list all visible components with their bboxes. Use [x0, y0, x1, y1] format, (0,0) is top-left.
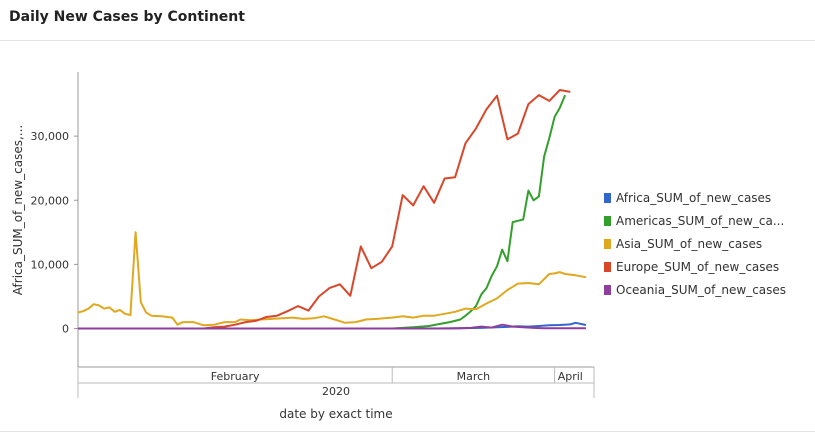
legend-item[interactable]: Europe_SUM_of_new_cases	[616, 260, 779, 274]
x-axis: February March April 2020	[77, 366, 595, 398]
legend-item[interactable]: Asia_SUM_of_new_cases	[616, 237, 762, 251]
x-month-label: April	[558, 370, 583, 383]
y-tick-label: 0	[62, 323, 69, 336]
y-axis: 0 10,000 20,000 30,000	[31, 72, 79, 367]
legend-swatch[interactable]	[604, 216, 611, 226]
series-line-3	[78, 89, 571, 330]
title-divider	[0, 40, 815, 41]
x-month-label: March	[457, 370, 491, 383]
legend-item[interactable]: Oceania_SUM_of_new_cases	[616, 283, 786, 297]
y-tick-label: 30,000	[31, 130, 70, 143]
bottom-divider	[0, 431, 815, 432]
series-line-1	[78, 94, 567, 330]
legend-item[interactable]: Africa_SUM_of_new_cases	[616, 191, 771, 205]
y-tick-label: 10,000	[31, 258, 70, 271]
x-axis-title: date by exact time	[279, 407, 392, 421]
legend[interactable]: Africa_SUM_of_new_cases Americas_SUM_of_n…	[604, 191, 786, 297]
legend-swatch[interactable]	[604, 262, 611, 272]
x-month-label: February	[211, 370, 260, 383]
x-year-label: 2020	[322, 385, 350, 398]
series-line-2	[77, 231, 587, 327]
y-axis-title: Africa_SUM_of_new_cases,...	[11, 125, 25, 295]
y-tick-label: 20,000	[31, 194, 70, 207]
series-lines	[77, 89, 587, 330]
legend-item[interactable]: Americas_SUM_of_new_ca...	[616, 214, 784, 228]
legend-swatch[interactable]	[604, 285, 611, 295]
chart-title: Daily New Cases by Continent	[9, 9, 245, 25]
legend-swatch[interactable]	[604, 239, 611, 249]
legend-swatch[interactable]	[604, 193, 611, 203]
series-line-4	[78, 323, 586, 330]
